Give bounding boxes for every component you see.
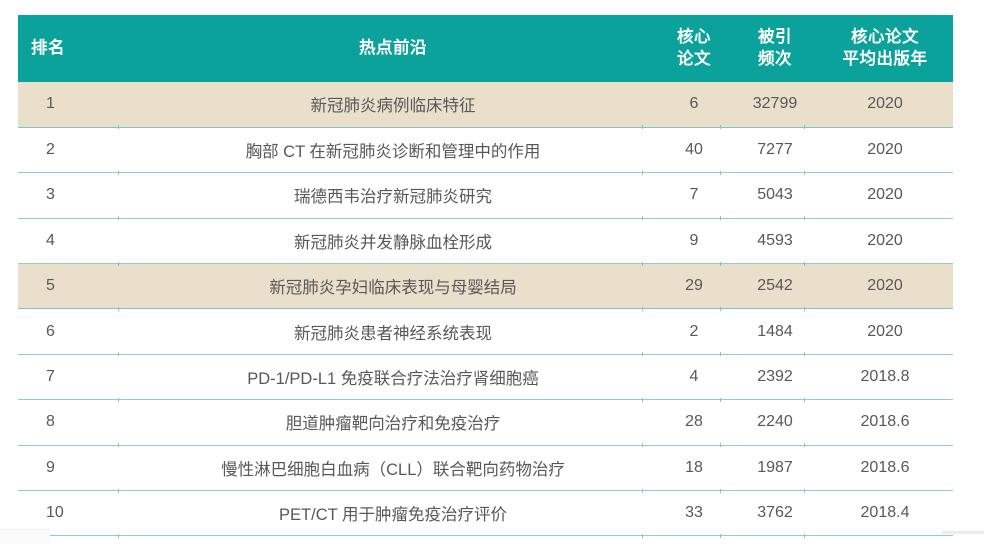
column-header-citations-line-1: 被引 xyxy=(758,28,792,47)
column-header-avg-year: 核心论文 平均出版年 xyxy=(817,15,953,82)
cell-topic: 新冠肺炎患者神经系统表现 xyxy=(131,308,655,355)
cell-topic: PET/CT 用于肿瘤免疫治疗评价 xyxy=(131,490,655,537)
column-header-citations: 被引 频次 xyxy=(733,15,817,82)
column-header-rank-line-1: 排名 xyxy=(31,38,65,57)
cell-rank: 7 xyxy=(18,354,131,401)
cell-avg-year: 2020 xyxy=(817,82,953,128)
cell-avg-year: 2020 xyxy=(817,218,953,265)
cell-citations: 2542 xyxy=(733,263,817,310)
table-row[interactable]: 8 胆道肿瘤靶向治疗和免疫治疗 28 2240 2018.6 xyxy=(18,399,953,446)
cell-core-papers: 28 xyxy=(655,399,733,446)
column-header-core-papers-line-1: 核心 xyxy=(677,28,711,47)
capture-edge-artifact-right xyxy=(942,531,984,534)
cell-avg-year: 2020 xyxy=(817,263,953,310)
cell-core-papers: 4 xyxy=(655,354,733,401)
cell-topic: 瑞德西韦治疗新冠肺炎研究 xyxy=(131,172,655,219)
capture-edge-artifact-left xyxy=(0,529,50,544)
cell-avg-year: 2018.4 xyxy=(817,490,953,537)
cell-core-papers: 18 xyxy=(655,445,733,492)
cell-avg-year: 2018.6 xyxy=(817,399,953,446)
cell-core-papers: 33 xyxy=(655,490,733,537)
cell-core-papers: 2 xyxy=(655,308,733,355)
cell-rank: 8 xyxy=(18,399,131,446)
cell-avg-year: 2020 xyxy=(817,127,953,174)
column-header-core-papers: 核心 论文 xyxy=(655,15,733,82)
table-row[interactable]: 3 瑞德西韦治疗新冠肺炎研究 7 5043 2020 xyxy=(18,172,953,219)
table-row[interactable]: 2 胸部 CT 在新冠肺炎诊断和管理中的作用 40 7277 2020 xyxy=(18,127,953,174)
cell-avg-year: 2020 xyxy=(817,308,953,355)
cell-rank: 6 xyxy=(18,308,131,355)
cell-citations: 3762 xyxy=(733,490,817,537)
column-header-avg-year-line-2: 平均出版年 xyxy=(842,49,928,68)
cell-rank: 4 xyxy=(18,218,131,265)
table-row[interactable]: 6 新冠肺炎患者神经系统表现 2 1484 2020 xyxy=(18,308,953,355)
ranking-table-container: 排名 热点前沿 核心 论文 xyxy=(18,15,953,538)
cell-avg-year: 2018.8 xyxy=(817,354,953,401)
table-row[interactable]: 4 新冠肺炎并发静脉血栓形成 9 4593 2020 xyxy=(18,218,953,265)
cell-citations: 2240 xyxy=(733,399,817,446)
cell-topic: 胆道肿瘤靶向治疗和免疫治疗 xyxy=(131,399,655,446)
table-row[interactable]: 10 PET/CT 用于肿瘤免疫治疗评价 33 3762 2018.4 xyxy=(18,490,953,537)
column-header-avg-year-line-1: 核心论文 xyxy=(851,28,919,47)
cell-citations: 4593 xyxy=(733,218,817,265)
cell-core-papers: 40 xyxy=(655,127,733,174)
cell-topic: 新冠肺炎病例临床特征 xyxy=(131,82,655,128)
column-header-rank: 排名 xyxy=(18,15,131,82)
column-header-topic-line-1: 热点前沿 xyxy=(359,38,427,57)
table-row[interactable]: 9 慢性淋巴细胞白血病（CLL）联合靶向药物治疗 18 1987 2018.6 xyxy=(18,445,953,492)
table-row[interactable]: 7 PD-1/PD-L1 免疫联合疗法治疗肾细胞癌 4 2392 2018.8 xyxy=(18,354,953,401)
cell-citations: 1987 xyxy=(733,445,817,492)
cell-avg-year: 2020 xyxy=(817,172,953,219)
cell-citations: 7277 xyxy=(733,127,817,174)
table-body: 1 新冠肺炎病例临床特征 6 32799 2020 2 胸部 CT 在新冠肺炎诊断和管理中的… xyxy=(18,82,953,537)
hot-topics-ranking-table: 排名 热点前沿 核心 论文 xyxy=(18,15,953,537)
cell-citations: 5043 xyxy=(733,172,817,219)
cell-topic: 新冠肺炎并发静脉血栓形成 xyxy=(131,218,655,265)
cell-topic: 新冠肺炎孕妇临床表现与母婴结局 xyxy=(131,263,655,310)
cell-rank: 2 xyxy=(18,127,131,174)
cell-topic: 胸部 CT 在新冠肺炎诊断和管理中的作用 xyxy=(131,127,655,174)
column-header-citations-line-2: 频次 xyxy=(758,49,792,68)
table-header-row: 排名 热点前沿 核心 论文 xyxy=(18,15,953,82)
cell-rank: 5 xyxy=(18,263,131,310)
cell-topic: PD-1/PD-L1 免疫联合疗法治疗肾细胞癌 xyxy=(131,354,655,401)
cell-core-papers: 9 xyxy=(655,218,733,265)
cell-topic: 慢性淋巴细胞白血病（CLL）联合靶向药物治疗 xyxy=(131,445,655,492)
column-header-topic: 热点前沿 xyxy=(131,15,655,82)
cell-citations: 1484 xyxy=(733,308,817,355)
cell-rank: 10 xyxy=(18,490,131,537)
table-header: 排名 热点前沿 核心 论文 xyxy=(18,15,953,82)
cell-avg-year: 2018.6 xyxy=(817,445,953,492)
table-row[interactable]: 5 新冠肺炎孕妇临床表现与母婴结局 29 2542 2020 xyxy=(18,263,953,310)
table-row[interactable]: 1 新冠肺炎病例临床特征 6 32799 2020 xyxy=(18,82,953,128)
cell-core-papers: 7 xyxy=(655,172,733,219)
cell-citations: 2392 xyxy=(733,354,817,401)
cell-rank: 1 xyxy=(18,82,131,128)
cell-core-papers: 6 xyxy=(655,82,733,128)
cell-core-papers: 29 xyxy=(655,263,733,310)
cell-rank: 9 xyxy=(18,445,131,492)
cell-rank: 3 xyxy=(18,172,131,219)
column-header-core-papers-line-2: 论文 xyxy=(677,49,711,68)
cell-citations: 32799 xyxy=(733,82,817,128)
